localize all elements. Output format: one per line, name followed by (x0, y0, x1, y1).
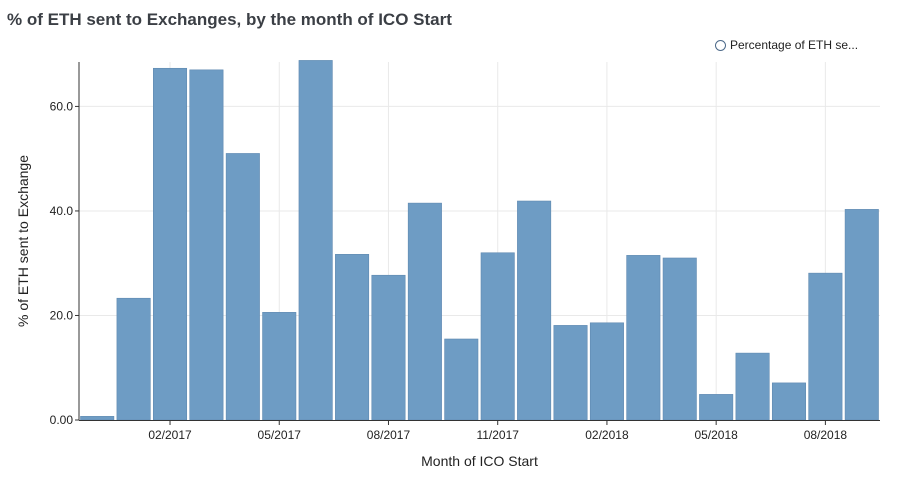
tick-labels: 0.00 20.0 40.0 60.0 02/2017 05/2017 08/2017 11/… (50, 99, 848, 442)
bar[interactable]: 06/2018: 12.8 (735, 352, 770, 421)
axes (75, 62, 880, 425)
x-tick-label: 05/2018 (694, 428, 738, 442)
bar[interactable]: 01/2017: 23.3 (116, 297, 151, 421)
x-tick-label: 02/2017 (148, 428, 192, 442)
bar[interactable]: 03/2017: 67 (189, 69, 224, 421)
bar[interactable]: 06/2017: 68.8 (298, 60, 333, 421)
bar[interactable]: 11/2017: 32 (480, 252, 515, 421)
y-tick-label: 0.00 (50, 413, 74, 427)
x-tick-label: 05/2017 (258, 428, 302, 442)
bar[interactable]: 04/2018: 31 (662, 257, 697, 421)
x-tick-label: 08/2017 (367, 428, 411, 442)
bar[interactable]: 02/2017: 67.3 (153, 67, 188, 421)
bar[interactable]: 05/2017: 20.6 (262, 312, 297, 421)
bar[interactable]: 04/2017: 51 (225, 153, 260, 421)
bar[interactable]: 10/2017: 15.5 (444, 338, 479, 421)
y-axis-title: % of ETH sent to Exchange (15, 155, 31, 327)
x-tick-label: 02/2018 (585, 428, 629, 442)
bar[interactable]: 12/2016: 0.7 (80, 416, 115, 421)
bar[interactable]: 09/2017: 41.5 (407, 202, 442, 421)
y-tick-label: 20.0 (50, 308, 74, 322)
bars: 12/2016: 0.701/2017: 23.302/2017: 67.303… (80, 60, 879, 421)
bar[interactable]: 08/2017: 27.7 (371, 274, 406, 421)
bar[interactable]: 05/2018: 4.9 (699, 394, 734, 421)
bar[interactable]: 02/2018: 18.6 (589, 322, 624, 421)
legend-swatch (715, 39, 726, 51)
legend-label: Percentage of ETH se... (730, 38, 859, 52)
bar[interactable]: 01/2018: 18.1 (553, 325, 588, 421)
bar[interactable]: 07/2018: 7.1 (771, 382, 806, 421)
legend[interactable]: Percentage of ETH se... (715, 38, 858, 52)
y-tick-label: 40.0 (50, 204, 74, 218)
chart-title: % of ETH sent to Exchanges, by the month… (7, 10, 452, 29)
x-tick-label: 11/2017 (476, 428, 519, 442)
bar[interactable]: 09/2018: 40.3 (844, 209, 879, 421)
bar[interactable]: 03/2018: 31.5 (626, 255, 661, 421)
bar[interactable]: 12/2017: 41.9 (517, 200, 552, 421)
bar[interactable]: 07/2017: 31.7 (335, 254, 370, 421)
bar[interactable]: 08/2018: 28.1 (808, 272, 843, 421)
x-tick-label: 08/2018 (804, 428, 848, 442)
x-axis-title: Month of ICO Start (421, 453, 538, 469)
y-tick-label: 60.0 (50, 99, 74, 113)
